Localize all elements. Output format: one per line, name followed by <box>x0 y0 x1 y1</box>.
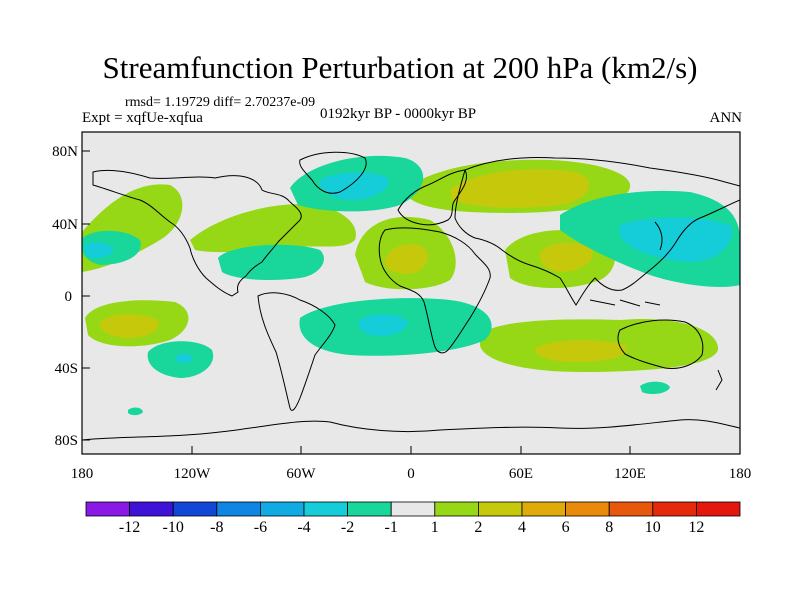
colorbar-swatch <box>303 501 348 517</box>
colorbar-label: -2 <box>341 519 354 536</box>
colorbar-label: 12 <box>688 519 704 536</box>
colorbar-label: 10 <box>645 519 661 536</box>
contour-region <box>99 314 159 338</box>
coastline-africa <box>378 227 491 354</box>
x-tick-label: 180 <box>729 466 752 482</box>
colorbar-swatch <box>521 501 566 517</box>
y-tick-label: 0 <box>65 289 73 305</box>
period-label: 0192kyr BP - 0000kyr BP <box>320 106 477 122</box>
contour-region <box>218 244 324 280</box>
coastline-north-america <box>92 169 302 297</box>
y-tick-label: 80S <box>55 433 78 449</box>
x-tick-label: 60E <box>509 466 533 482</box>
contour-region <box>535 340 627 362</box>
contour-fills <box>82 155 740 416</box>
colorbar-swatch <box>652 501 697 517</box>
colorbar-label: -1 <box>385 519 398 536</box>
coastline-new-zealand <box>715 369 723 391</box>
colorbar-swatch <box>347 501 392 517</box>
colorbar-label: 2 <box>474 519 482 536</box>
y-tick-label: 40S <box>55 361 78 377</box>
colorbar-label: -6 <box>254 519 267 536</box>
contour-region <box>450 169 590 208</box>
experiment-label: Expt = xqfUe-xqfua <box>82 110 203 126</box>
colorbar-swatch <box>259 501 305 517</box>
y-tick-label: 40N <box>52 217 78 233</box>
x-tick-label: 0 <box>407 466 415 482</box>
colorbar-swatch <box>129 501 174 517</box>
colorbar-swatch <box>608 501 654 517</box>
coastline-australia <box>617 319 704 369</box>
page-title: Streamfunction Perturbation at 200 hPa (… <box>102 50 698 85</box>
coastline-asia <box>454 157 740 306</box>
stats-label: rmsd= 1.19729 diff= 2.70237e-09 <box>125 95 316 110</box>
colorbar-label: 8 <box>605 519 613 536</box>
colorbar-label: 1 <box>431 519 439 536</box>
contour-region <box>190 204 356 253</box>
colorbar-label: -10 <box>163 519 184 536</box>
colorbar: -12 -10 -8 -6 -4 -2 -1 1 2 4 6 8 10 12 <box>85 501 741 536</box>
coastline-south-america <box>257 292 336 411</box>
x-tick-label: 120E <box>614 466 646 482</box>
x-tick-label: 120W <box>174 466 212 482</box>
colorbar-swatch <box>216 501 261 517</box>
x-tick-label: 60W <box>286 466 316 482</box>
colorbar-label: 4 <box>518 519 526 536</box>
colorbar-label: -8 <box>210 519 223 536</box>
coastline-greenland <box>299 151 367 194</box>
colorbar-swatch <box>390 501 436 517</box>
contour-region <box>539 242 593 272</box>
colorbar-label: -4 <box>297 519 310 536</box>
colorbar-label: -12 <box>119 519 140 536</box>
coastline-indonesia <box>589 299 661 307</box>
colorbar-swatch <box>172 501 218 517</box>
contour-region <box>620 217 732 262</box>
axis-ticks <box>81 150 741 454</box>
colorbar-swatch <box>477 501 523 517</box>
y-tick-label: 80N <box>52 144 78 160</box>
colorbar-swatch <box>434 501 479 517</box>
season-label: ANN <box>709 110 743 126</box>
coastline-antarctica <box>82 419 740 441</box>
contour-region <box>128 407 143 416</box>
contour-region <box>176 353 193 364</box>
coastline-europe <box>397 169 468 226</box>
contour-region <box>384 244 428 274</box>
colorbar-swatch <box>696 501 741 517</box>
colorbar-swatch <box>85 501 130 517</box>
contour-region <box>358 314 408 336</box>
contour-region <box>640 381 670 395</box>
contour-region <box>84 242 114 258</box>
colorbar-swatch <box>565 501 610 517</box>
coastlines <box>82 151 740 441</box>
colorbar-label: 6 <box>562 519 570 536</box>
coastline-japan <box>654 221 663 251</box>
x-tick-label: 180 <box>71 466 94 482</box>
